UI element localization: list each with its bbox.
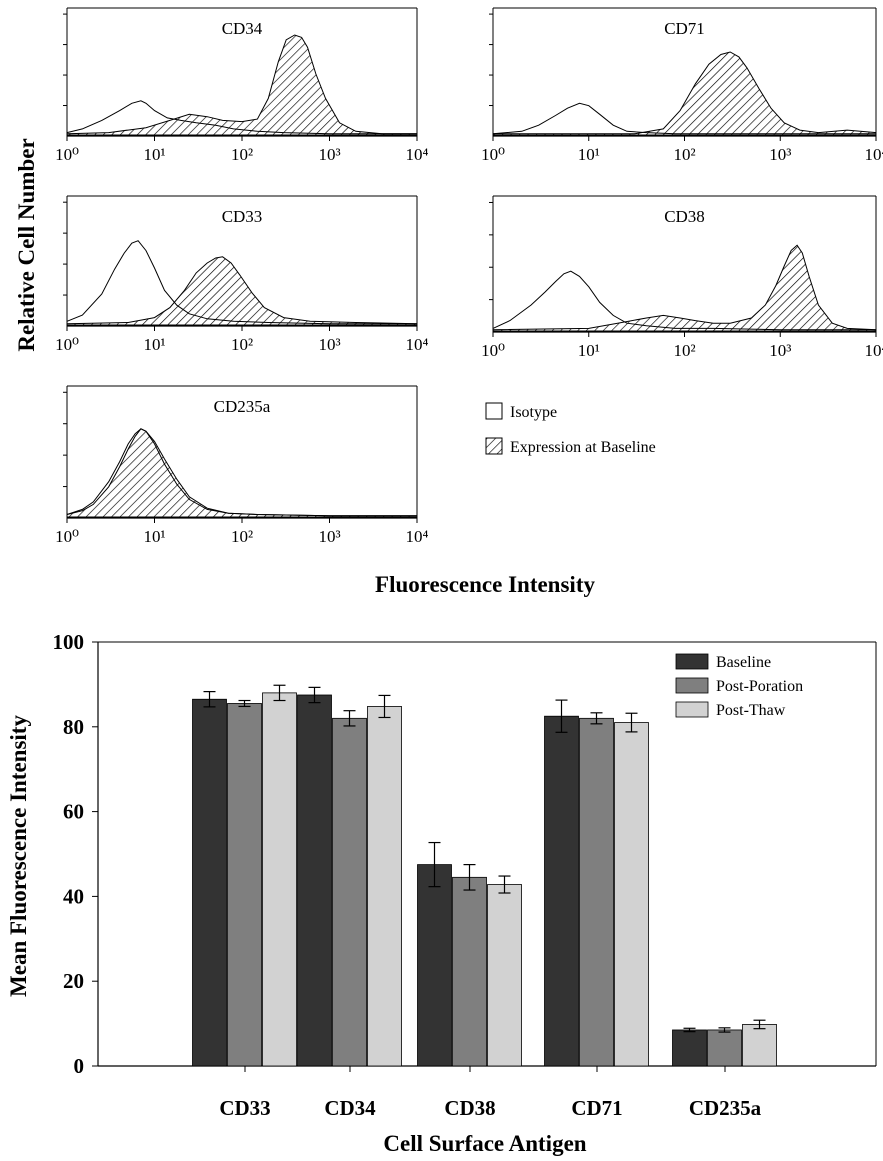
x-tick-label: 10³ xyxy=(769,341,791,360)
expression-histogram xyxy=(493,245,876,331)
legend-isotype-label: Isotype xyxy=(510,404,557,421)
fluorescence-intensity-label: Fluorescence Intensity xyxy=(375,572,595,597)
histogram-panel-cd71: 10⁰ 10¹ 10² 10³ 10⁴ CD71 xyxy=(481,8,883,164)
panel-title-cd38: CD38 xyxy=(664,207,705,226)
x-tick-label: 10² xyxy=(231,527,253,546)
bar-cd235a-post-thaw xyxy=(743,1024,777,1066)
panel-title-cd34: CD34 xyxy=(222,19,263,38)
histogram-panel-cd235a: 10⁰ 10¹ 10² 10³ 10⁴ CD235a xyxy=(55,386,428,546)
expression-histogram xyxy=(493,52,876,135)
x-tick-label: 10⁰ xyxy=(481,145,505,164)
panel-title-cd71: CD71 xyxy=(664,19,705,38)
category-label-cd33: CD33 xyxy=(219,1096,270,1120)
histogram-panel-cd38: 10⁰ 10¹ 10² 10³ 10⁴ CD38 xyxy=(481,196,883,360)
histogram-panel-cd33: 10⁰ 10¹ 10² 10³ 10⁴ CD33 xyxy=(55,196,428,354)
bar-cd235a-post-poration xyxy=(708,1030,742,1066)
x-tick-label: 10² xyxy=(231,335,253,354)
bar-chart-section: Mean Fluorescence Intensity Cell Surface… xyxy=(6,630,876,1156)
x-tick-label: 10⁰ xyxy=(55,527,79,546)
legend-label-baseline: Baseline xyxy=(716,654,771,671)
bar-cd33-post-thaw xyxy=(263,693,297,1066)
x-tick-label: 10³ xyxy=(318,145,340,164)
expression-histogram xyxy=(67,429,417,517)
x-tick-label: 10⁰ xyxy=(55,335,79,354)
x-tick-label: 10⁴ xyxy=(406,145,429,164)
x-tick-label: 10¹ xyxy=(143,145,165,164)
bar-cd71-baseline xyxy=(545,716,579,1066)
x-tick-label: 10² xyxy=(673,145,695,164)
bar-y-tick-label: 100 xyxy=(53,630,85,654)
panel-title-cd235a: CD235a xyxy=(214,397,271,416)
bar-cd33-baseline xyxy=(193,699,227,1066)
bar-cd34-post-thaw xyxy=(368,706,402,1066)
bar-cd34-baseline xyxy=(298,695,332,1066)
legend-isotype-swatch xyxy=(486,403,502,419)
bar-cd71-post-thaw xyxy=(615,723,649,1066)
legend-label-post-thaw: Post-Thaw xyxy=(716,702,786,719)
bar-y-tick-label: 0 xyxy=(74,1054,85,1078)
legend-swatch-post-poration xyxy=(676,678,708,693)
legend-expression-swatch xyxy=(486,438,502,454)
bar-cd235a-baseline xyxy=(673,1030,707,1066)
x-tick-label: 10⁰ xyxy=(55,145,79,164)
cell-surface-antigen-label: Cell Surface Antigen xyxy=(383,1131,586,1156)
relative-cell-number-label: Relative Cell Number xyxy=(14,138,39,351)
histogram-section: Relative Cell Number Fluorescence Intens… xyxy=(14,8,883,597)
x-tick-label: 10³ xyxy=(318,527,340,546)
x-tick-label: 10¹ xyxy=(143,527,165,546)
bar-y-tick-label: 20 xyxy=(63,969,84,993)
category-label-cd34: CD34 xyxy=(324,1096,376,1120)
bar-cd34-post-poration xyxy=(333,718,367,1066)
bar-y-tick-label: 60 xyxy=(63,800,84,824)
bar-y-tick-label: 40 xyxy=(63,884,84,908)
bar-cd38-post-thaw xyxy=(488,885,522,1066)
category-label-cd235a: CD235a xyxy=(689,1096,762,1120)
panel-title-cd33: CD33 xyxy=(222,207,263,226)
expression-histogram xyxy=(67,257,417,325)
x-tick-label: 10⁴ xyxy=(865,145,883,164)
x-tick-label: 10⁴ xyxy=(865,341,883,360)
histogram-legend: Isotype Expression at Baseline xyxy=(486,403,656,456)
bar-cd38-baseline xyxy=(418,865,452,1066)
x-tick-label: 10² xyxy=(673,341,695,360)
expression-histogram xyxy=(67,35,417,135)
legend-expression-label: Expression at Baseline xyxy=(510,439,656,456)
category-label-cd71: CD71 xyxy=(571,1096,622,1120)
mean-fluorescence-intensity-label: Mean Fluorescence Intensity xyxy=(6,715,31,997)
bar-legend: Baseline Post-Poration Post-Thaw xyxy=(676,654,803,719)
bar-y-tick-label: 80 xyxy=(63,715,84,739)
category-label-cd38: CD38 xyxy=(444,1096,495,1120)
bar-cd38-post-poration xyxy=(453,877,487,1066)
legend-swatch-baseline xyxy=(676,654,708,669)
bar-marks xyxy=(193,685,777,1066)
x-tick-label: 10⁴ xyxy=(406,335,429,354)
x-tick-label: 10³ xyxy=(318,335,340,354)
x-tick-label: 10³ xyxy=(769,145,791,164)
x-tick-label: 10¹ xyxy=(143,335,165,354)
x-tick-label: 10¹ xyxy=(578,341,600,360)
histogram-panels: 10⁰10¹10²10³10⁴CD3410⁰10¹10²10³10⁴CD7110… xyxy=(55,8,883,546)
legend-swatch-post-thaw xyxy=(676,702,708,717)
bar-cd33-post-poration xyxy=(228,703,262,1066)
x-tick-label: 10¹ xyxy=(578,145,600,164)
x-tick-label: 10⁰ xyxy=(481,341,505,360)
x-tick-label: 10⁴ xyxy=(406,527,429,546)
histogram-panel-cd34: 10⁰ 10¹ 10² 10³ 10⁴ CD34 xyxy=(55,8,428,164)
x-tick-label: 10² xyxy=(231,145,253,164)
bar-cd71-post-poration xyxy=(580,718,614,1066)
legend-label-post-poration: Post-Poration xyxy=(716,678,803,695)
